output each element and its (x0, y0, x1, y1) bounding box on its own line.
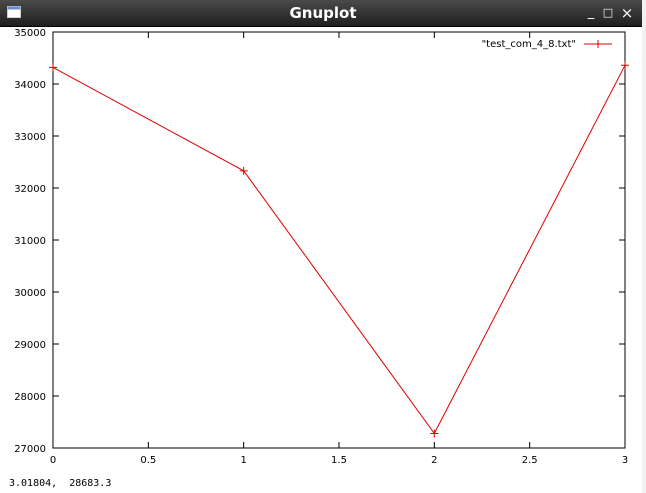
x-tick-label: 1 (240, 455, 246, 466)
y-tick-label: 29000 (14, 340, 46, 351)
y-tick-label: 35000 (14, 28, 46, 39)
close-button[interactable]: × (620, 4, 634, 22)
x-tick-label: 1.5 (331, 455, 347, 466)
x-tick-label: 2.5 (522, 455, 538, 466)
x-tick-label: 2 (431, 455, 437, 466)
data-point-marker (430, 429, 439, 438)
y-tick-label: 33000 (14, 132, 46, 143)
legend-marker (594, 40, 602, 48)
maximize-button[interactable]: □ (602, 6, 614, 19)
y-tick-label: 32000 (14, 184, 46, 195)
y-tick-label: 31000 (14, 236, 46, 247)
window-icon[interactable] (7, 6, 21, 18)
window-title: Gnuplot (289, 4, 357, 22)
data-point-marker (239, 166, 248, 175)
y-tick-label: 27000 (14, 444, 46, 455)
series-line (52, 65, 626, 435)
title-bar[interactable]: Gnuplot _ □ × (0, 0, 646, 27)
status-bar: 3.01804, 28683.3 (0, 476, 646, 493)
minimize-button[interactable]: _ (587, 5, 595, 20)
legend-label: "test_com_4_8.txt" (482, 39, 576, 50)
y-tick-label: 30000 (14, 288, 46, 299)
mouse-coordinates: 3.01804, 28683.3 (9, 478, 112, 489)
data-point-marker (621, 61, 629, 70)
data-point-marker (49, 63, 57, 72)
legend: "test_com_4_8.txt" (482, 39, 612, 50)
y-tick-label: 28000 (14, 392, 46, 403)
y-tick-label: 34000 (14, 80, 46, 91)
plot-border (52, 31, 626, 449)
x-tick-label: 0 (50, 455, 56, 466)
window-edge[interactable] (642, 0, 646, 493)
line-chart[interactable]: 27000 28000 29000 30000 31000 32000 33000 34000… (0, 27, 646, 476)
x-axis-ticks: 0 0.5 1 1.5 2 2.5 3 (50, 32, 628, 466)
plot-area[interactable]: 27000 28000 29000 30000 31000 32000 33000 34000… (0, 27, 646, 476)
x-tick-label: 0.5 (140, 455, 156, 466)
x-tick-label: 3 (622, 455, 628, 466)
y-axis-ticks: 27000 28000 29000 30000 31000 32000 33000 34000… (14, 28, 625, 455)
series-test-com-4-8 (49, 61, 629, 438)
